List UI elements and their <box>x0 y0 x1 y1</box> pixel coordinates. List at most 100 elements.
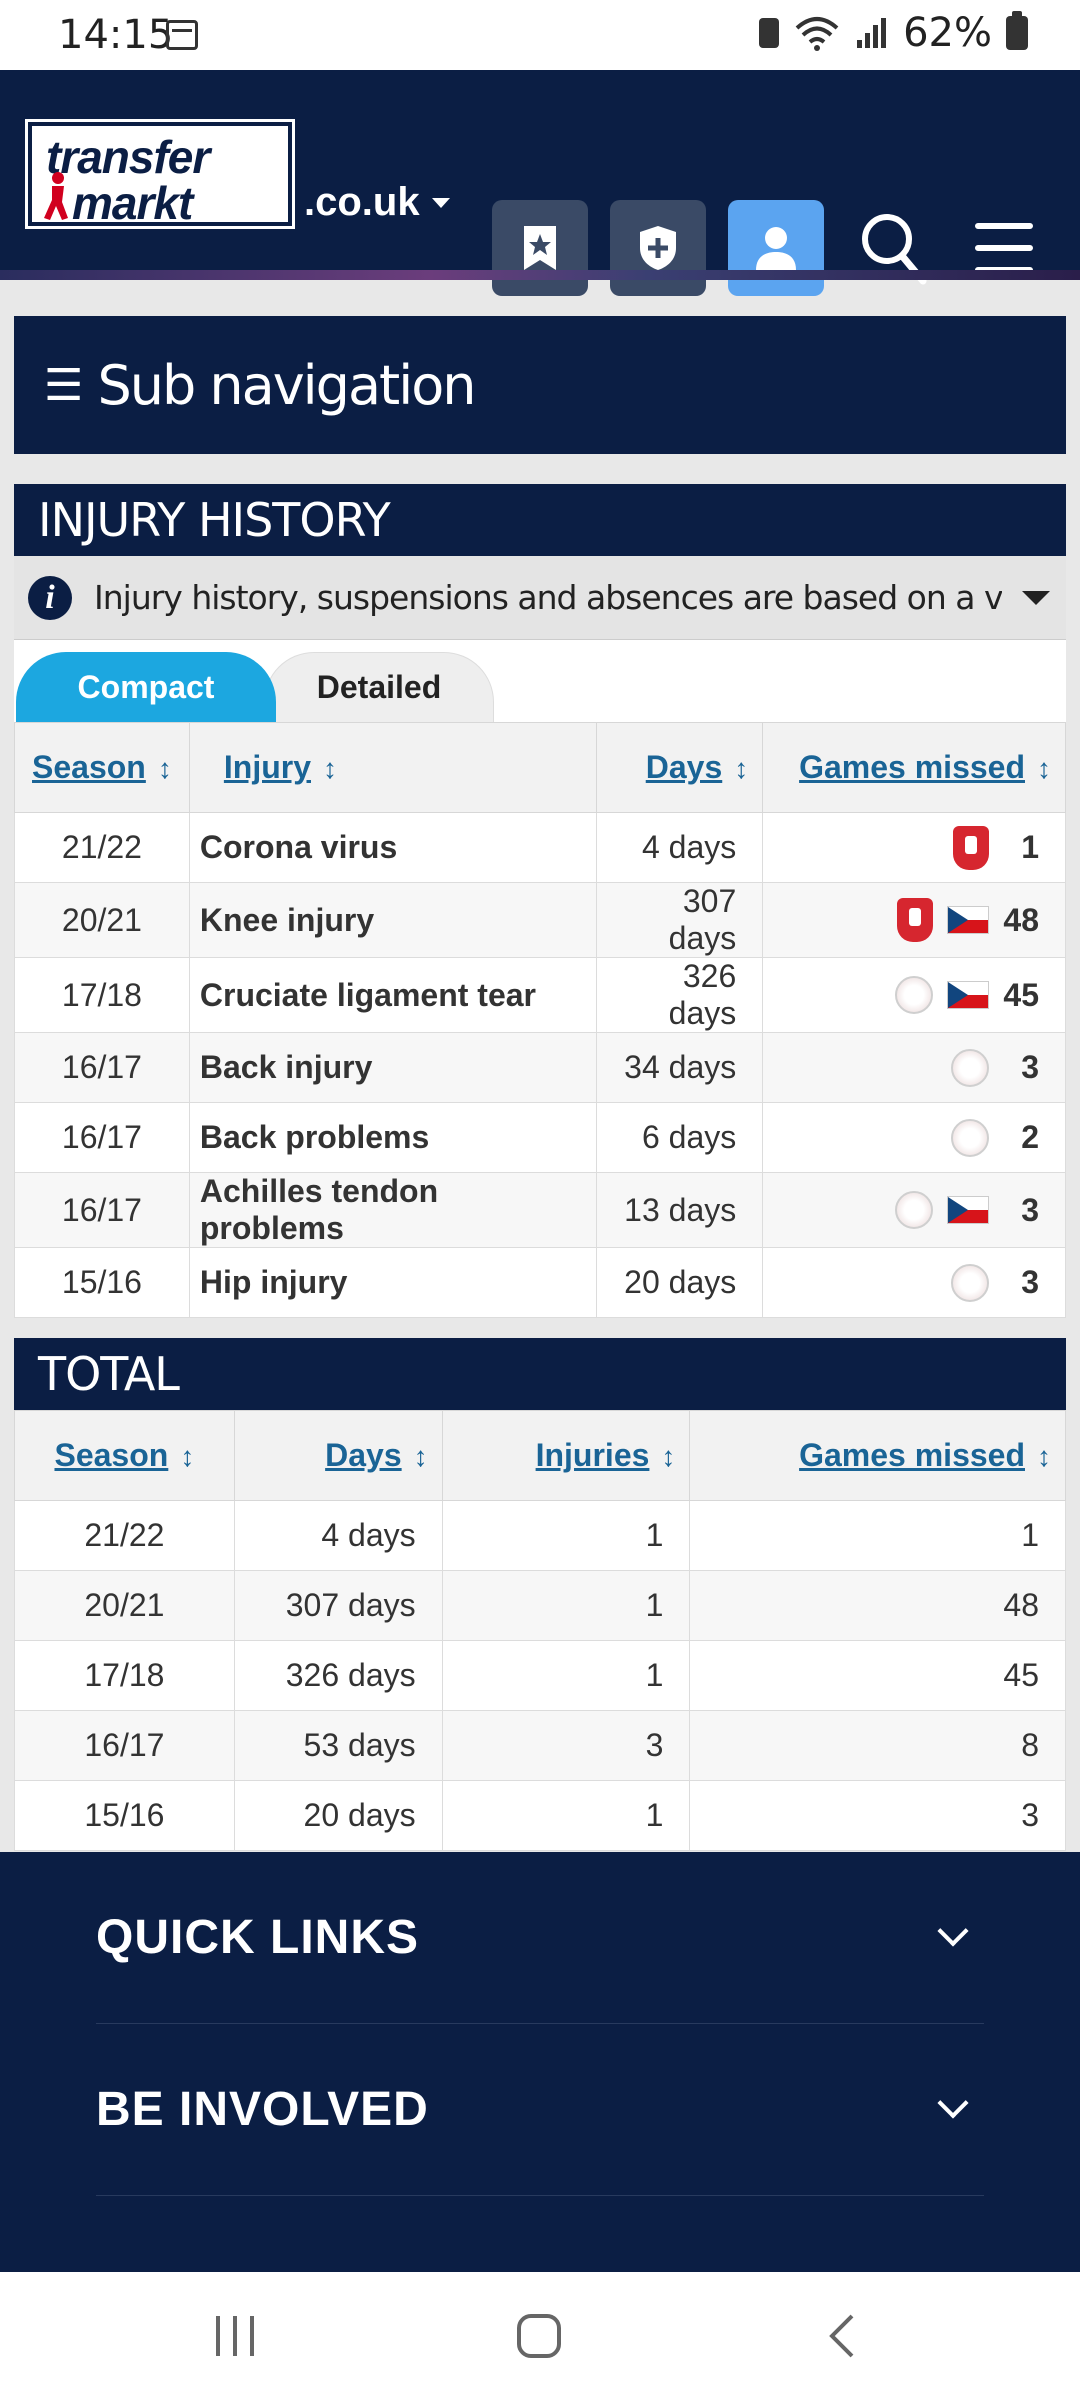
season-header-label: Season <box>32 749 146 785</box>
quick-links-accordion[interactable]: QUICK LINKS <box>96 1852 984 2024</box>
days-cell: 53 days <box>233 1710 443 1781</box>
sub-navigation-label: Sub navigation <box>97 353 476 417</box>
injury-table: Season ↕ Injury ↕ Days ↕ Games missed ↕ 21/2… <box>14 722 1066 1318</box>
ajax-club-icon[interactable] <box>951 1263 989 1302</box>
games-missed-cell: 48 <box>762 882 1066 958</box>
column-header-season[interactable]: Season ↕ <box>14 1410 235 1501</box>
days-cell: 307 days <box>233 1570 443 1641</box>
user-icon <box>756 227 796 270</box>
czech-flag-icon <box>947 1196 989 1224</box>
injury-history-title: INJURY HISTORY <box>14 484 1066 556</box>
ajax-club-icon[interactable] <box>895 1191 933 1229</box>
expand-caret-icon[interactable] <box>1022 590 1050 605</box>
injuries-cell: 1 <box>441 1570 691 1641</box>
injuries-cell: 1 <box>441 1640 691 1711</box>
back-icon[interactable] <box>822 2312 862 2360</box>
column-header-games-missed[interactable]: Games missed ↕ <box>762 722 1066 813</box>
ajax-club-icon[interactable] <box>951 1048 989 1087</box>
table-row: 21/22 Corona virus 4 days 1 <box>14 812 1066 883</box>
games-missed-cell: 3 <box>689 1780 1066 1851</box>
injuries-cell: 1 <box>441 1500 691 1571</box>
table-row: 17/18 Cruciate ligament tear 326 days 45 <box>14 957 1066 1033</box>
sort-icon: ↕ <box>1037 1441 1051 1472</box>
system-navigation-bar <box>0 2272 1080 2408</box>
days-header-label: Days <box>325 1437 402 1473</box>
games-missed-count: 45 <box>1003 976 1039 1013</box>
column-header-days[interactable]: Days ↕ <box>233 1410 443 1501</box>
column-header-injury[interactable]: Injury ↕ <box>188 722 598 813</box>
column-header-season[interactable]: Season ↕ <box>14 722 190 813</box>
tab-compact[interactable]: Compact <box>16 652 276 722</box>
shield-plus-icon <box>640 226 676 270</box>
injury-header-label: Injury <box>223 749 311 785</box>
season-cell: 21/22 <box>14 1500 235 1571</box>
chevron-down-icon <box>937 2086 969 2119</box>
bookmark-star-icon <box>524 226 556 270</box>
games-missed-count: 1 <box>1021 829 1039 865</box>
injury-history-section: INJURY HISTORY i Injury history, suspens… <box>14 484 1066 1318</box>
site-header: transfer markt .co.uk <box>0 70 1080 296</box>
table-row: 16/17 53 days 3 8 <box>14 1710 1066 1781</box>
table-row: 15/16 Hip injury 20 days 3 <box>14 1247 1066 1318</box>
search-button[interactable] <box>846 200 942 296</box>
injury-cell: Knee injury <box>188 882 598 958</box>
ajax-club-icon[interactable] <box>951 1118 989 1157</box>
menu-button[interactable] <box>956 200 1052 296</box>
sub-navigation-button[interactable]: ☰ Sub navigation <box>14 316 1066 454</box>
days-cell: 13 days <box>596 1172 764 1248</box>
twente-club-icon[interactable] <box>897 898 933 942</box>
info-icon: i <box>28 575 72 620</box>
info-text: Injury history, suspensions and absences… <box>94 578 1002 617</box>
status-right: 62% <box>759 10 1028 56</box>
profile-button[interactable] <box>728 200 824 296</box>
injury-cell: Achilles tendon problems <box>188 1172 598 1248</box>
games-missed-header-label: Games missed <box>799 1437 1025 1473</box>
transfermarkt-logo[interactable]: transfer markt <box>25 119 295 229</box>
table-row: 20/21 307 days 1 48 <box>14 1570 1066 1641</box>
table-row: 17/18 326 days 1 45 <box>14 1640 1066 1711</box>
games-missed-cell: 48 <box>689 1570 1066 1641</box>
column-header-days[interactable]: Days ↕ <box>596 722 764 813</box>
sort-icon: ↕ <box>323 753 337 784</box>
sort-icon: ↕ <box>413 1441 428 1472</box>
season-cell: 15/16 <box>14 1247 190 1318</box>
games-missed-header-label: Games missed <box>799 749 1025 785</box>
view-tabs: Detailed Compact <box>14 640 1066 722</box>
hero-image-strip <box>0 270 1080 280</box>
games-missed-count: 3 <box>1021 1191 1039 1228</box>
list-icon: ☰ <box>44 359 84 411</box>
club-add-button[interactable] <box>610 200 706 296</box>
recent-apps-icon[interactable] <box>210 2312 260 2360</box>
be-involved-accordion[interactable]: BE INVOLVED <box>96 2024 984 2196</box>
season-cell: 16/17 <box>14 1710 235 1781</box>
sort-icon: ↕ <box>661 1441 676 1472</box>
games-missed-cell: 45 <box>762 957 1066 1033</box>
season-cell: 16/17 <box>14 1102 190 1173</box>
info-banner[interactable]: i Injury history, suspensions and absenc… <box>14 556 1066 640</box>
table-row: 21/22 4 days 1 1 <box>14 1500 1066 1571</box>
season-cell: 16/17 <box>14 1172 190 1248</box>
footer: QUICK LINKS BE INVOLVED <box>0 1852 1080 2272</box>
column-header-injuries[interactable]: Injuries ↕ <box>441 1410 691 1501</box>
logo-text-line2: markt <box>72 177 193 229</box>
column-header-games-missed[interactable]: Games missed ↕ <box>689 1410 1066 1501</box>
home-icon[interactable] <box>514 2312 564 2360</box>
days-cell: 4 days <box>233 1500 443 1571</box>
tab-detailed[interactable]: Detailed <box>264 652 494 722</box>
domain-selector[interactable]: .co.uk <box>304 180 420 224</box>
wifi-icon <box>795 17 839 51</box>
season-cell: 17/18 <box>14 957 190 1033</box>
sort-icon: ↕ <box>734 753 749 784</box>
ajax-club-icon[interactable] <box>895 976 933 1014</box>
days-header-label: Days <box>645 749 723 785</box>
watchlist-button[interactable] <box>492 200 588 296</box>
games-missed-cell: 1 <box>762 812 1066 883</box>
total-table: Season ↕ Days ↕ Injuries ↕ Games missed ↕ 21… <box>14 1410 1066 1851</box>
sort-icon: ↕ <box>157 753 172 784</box>
twente-club-icon[interactable] <box>953 825 989 870</box>
games-missed-cell: 2 <box>762 1102 1066 1173</box>
status-bar: 14:15 62% <box>0 0 1080 70</box>
games-missed-cell: 1 <box>689 1500 1066 1571</box>
table-row: 16/17 Back injury 34 days 3 <box>14 1032 1066 1103</box>
days-cell: 34 days <box>596 1032 764 1103</box>
